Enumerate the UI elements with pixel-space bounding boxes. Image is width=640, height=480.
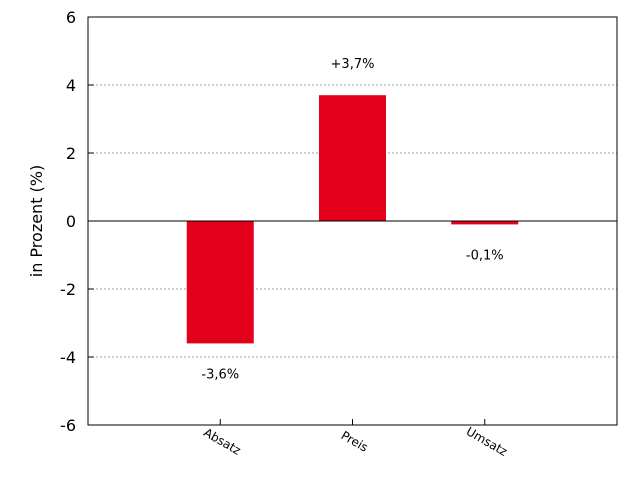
bar (451, 221, 519, 225)
y-tick-label: 6 (66, 8, 76, 27)
y-tick-label: -2 (60, 280, 76, 299)
bar-layer (186, 95, 519, 344)
bar (319, 95, 386, 221)
data-label: -0,1% (466, 248, 504, 263)
x-tick-label: Umsatz (464, 424, 510, 459)
x-tick-label: Absatz (201, 425, 243, 457)
y-tick-label: -4 (60, 348, 76, 367)
data-label: -3,6% (201, 367, 239, 382)
y-tick-label: 2 (66, 144, 76, 163)
y-tick-label: 4 (66, 76, 76, 95)
bar (186, 221, 254, 344)
axis-layer (87, 16, 618, 426)
x-tick-label: Preis (339, 428, 371, 454)
data-label: +3,7% (331, 57, 375, 72)
y-tick-label: 0 (66, 212, 76, 231)
y-tick-label: -6 (60, 416, 76, 435)
y-axis-title: in Prozent (%) (27, 165, 46, 277)
label-layer: -6 -4 -2 0 2 4 6 Absatz -3,6% Preis +3,7% Umsatz -0,… (60, 8, 510, 459)
